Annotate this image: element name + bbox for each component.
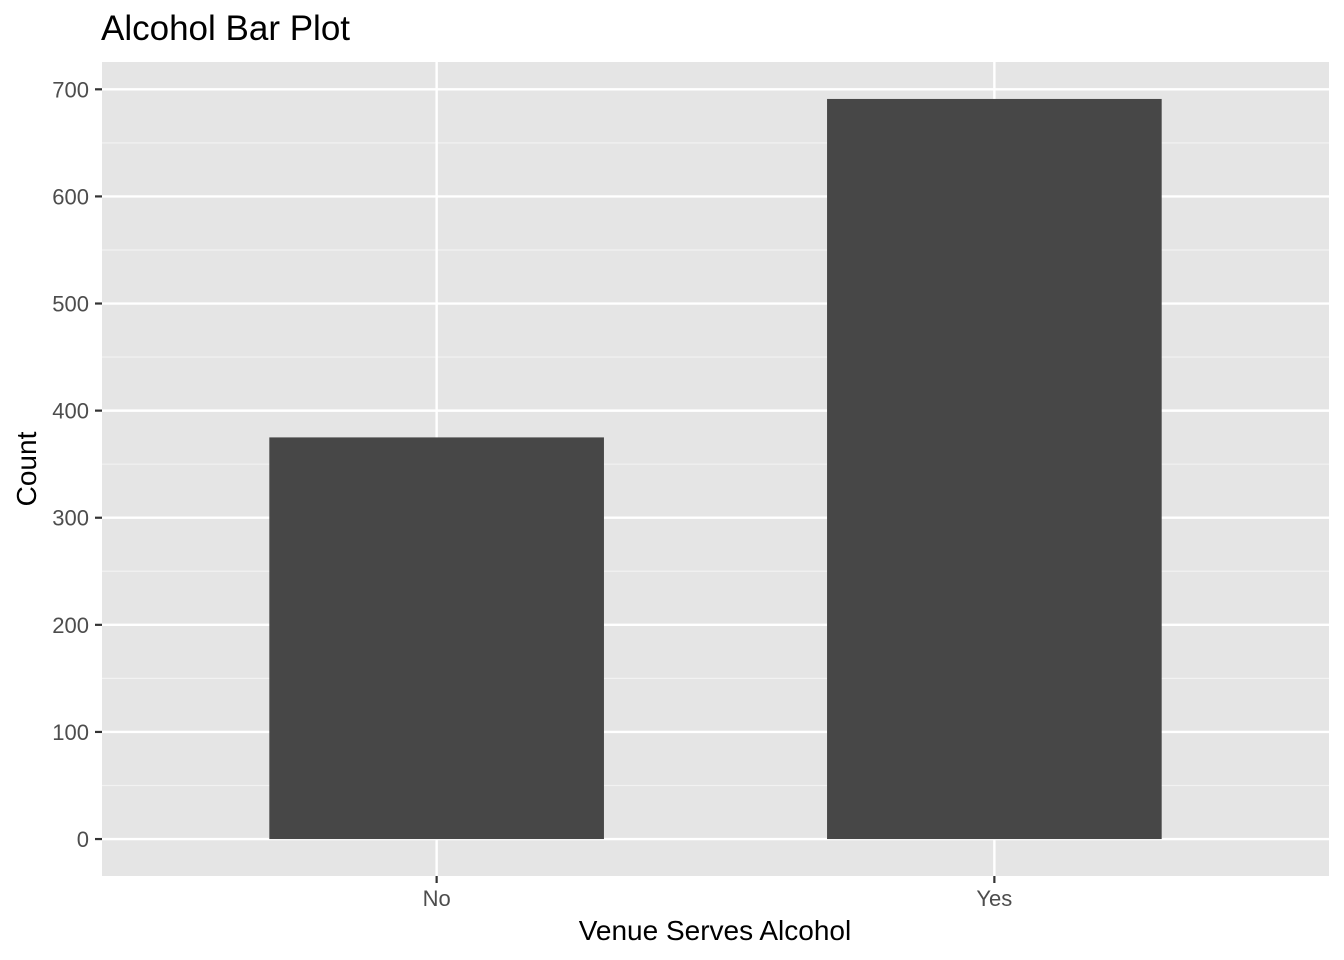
y-tick-label: 400: [52, 399, 89, 424]
y-tick-label: 500: [52, 292, 89, 317]
y-tick-label: 200: [52, 613, 89, 638]
y-tick-label: 100: [52, 720, 89, 745]
y-tick-label: 700: [52, 77, 89, 102]
chart-title: Alcohol Bar Plot: [101, 9, 350, 48]
y-axis-title: Count: [11, 431, 42, 506]
y-tick-label: 0: [77, 827, 89, 852]
y-tick-label: 600: [52, 184, 89, 209]
bars-group: [269, 98, 1162, 840]
x-tick-label: No: [423, 886, 451, 911]
x-tick-label: Yes: [976, 886, 1012, 911]
bar-no: [269, 437, 604, 840]
x-axis-title: Venue Serves Alcohol: [579, 915, 851, 946]
y-axis: 0 100 200 300 400 500 600 700: [52, 77, 102, 852]
bar-yes: [827, 98, 1162, 840]
x-axis: No Yes: [423, 876, 1012, 911]
y-tick-label: 300: [52, 506, 89, 531]
